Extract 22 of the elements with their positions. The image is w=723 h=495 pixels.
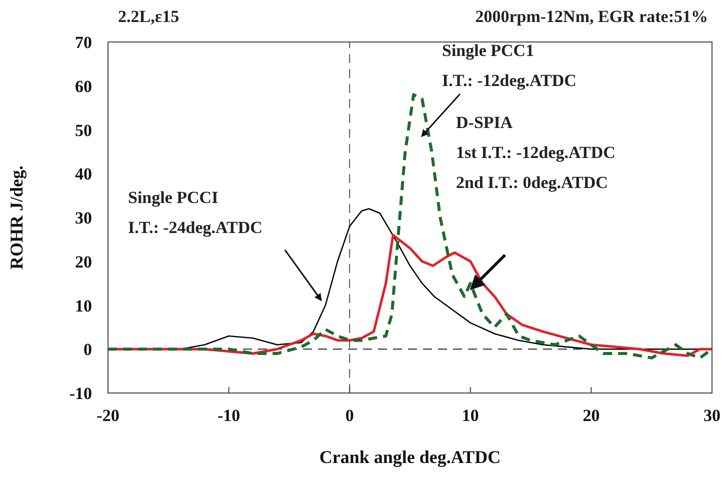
text: 2.2L,ε15 bbox=[118, 7, 180, 26]
x-tick-label: -20 bbox=[96, 406, 120, 426]
y-tick-label: 0 bbox=[84, 340, 92, 360]
y-tick-label: 60 bbox=[75, 76, 92, 96]
y-axis-title: ROHR J/deg. bbox=[6, 165, 26, 270]
x-tick-label: 20 bbox=[582, 406, 600, 426]
y-tick-label: 10 bbox=[75, 296, 92, 316]
x-tick-label: 0 bbox=[345, 406, 354, 426]
x-tick-label: 30 bbox=[704, 406, 720, 426]
y-tick-label: 30 bbox=[75, 208, 92, 228]
x-axis-title: Crank angle deg.ATDC bbox=[319, 447, 501, 467]
annotation: Single PCC1 I.T.: -12deg.ATDC bbox=[442, 41, 576, 90]
x-tick-label: -10 bbox=[217, 406, 240, 426]
y-tick-label: -10 bbox=[69, 384, 92, 404]
y-tick-label: 40 bbox=[75, 164, 92, 184]
x-tick-label: 10 bbox=[462, 406, 479, 426]
y-tick-label: 20 bbox=[75, 252, 92, 272]
y-tick-label: 50 bbox=[75, 120, 92, 140]
annotation: D-SPIA 1st I.T.: -12deg.ATDC 2nd I.T.: 0deg.ATDC bbox=[456, 113, 616, 192]
text: 2000rpm-12Nm, EGR rate:51% bbox=[475, 7, 708, 26]
annotation: Single PCCI I.T.: -24deg.ATDC bbox=[128, 188, 262, 237]
y-tick-label: 70 bbox=[75, 33, 92, 52]
